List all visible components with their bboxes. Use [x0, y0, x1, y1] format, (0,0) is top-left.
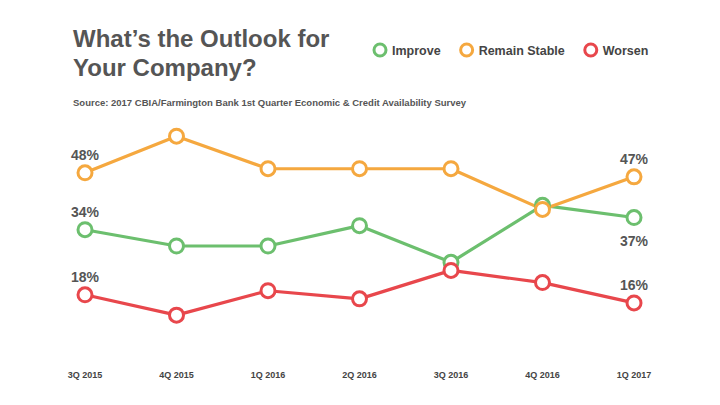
- point-marker: [261, 239, 275, 253]
- legend-marker: [374, 44, 386, 56]
- legend-label: Improve: [392, 44, 441, 58]
- point-marker: [536, 276, 550, 290]
- title: What’s the Outlook forYour Company?: [73, 25, 329, 81]
- series-line: [85, 270, 634, 315]
- point-marker: [353, 292, 367, 306]
- legend: Improve Remain Stable Worsen: [374, 44, 648, 58]
- title-line: Your Company?: [73, 54, 257, 81]
- point-marker: [170, 129, 184, 143]
- subtitle: Source: 2017 CBIA/Farmington Bank 1st Qu…: [73, 97, 467, 108]
- point-marker: [261, 162, 275, 176]
- data-label: 34%: [71, 204, 100, 220]
- data-label: 18%: [71, 269, 100, 285]
- point-marker: [536, 202, 550, 216]
- x-tick-label: 1Q 2017: [617, 370, 652, 380]
- series-line: [85, 205, 634, 262]
- point-marker: [627, 296, 641, 310]
- point-marker: [353, 162, 367, 176]
- legend-marker: [585, 44, 597, 56]
- point-marker: [78, 223, 92, 237]
- plot-area: [78, 129, 641, 322]
- point-marker: [170, 308, 184, 322]
- legend-label: Remain Stable: [479, 44, 565, 58]
- point-marker: [261, 284, 275, 298]
- title-line: What’s the Outlook for: [73, 25, 329, 52]
- x-tick-label: 2Q 2016: [342, 370, 377, 380]
- lines: [85, 136, 634, 315]
- point-marker: [78, 288, 92, 302]
- background: [0, 0, 720, 405]
- x-tick-label: 4Q 2016: [525, 370, 560, 380]
- point-marker: [444, 162, 458, 176]
- point-marker: [170, 239, 184, 253]
- point-marker: [627, 211, 641, 225]
- x-tick-label: 4Q 2015: [159, 370, 194, 380]
- series-line: [85, 136, 634, 209]
- data-labels: 34% 37% 48% 47% 18% 16%: [71, 147, 649, 293]
- data-label: 37%: [620, 233, 649, 249]
- point-marker: [444, 263, 458, 277]
- x-tick-label: 3Q 2016: [434, 370, 469, 380]
- data-label: 16%: [620, 277, 649, 293]
- data-label: 47%: [620, 151, 649, 167]
- point-marker: [353, 219, 367, 233]
- point-marker: [78, 166, 92, 180]
- legend-label: Worsen: [603, 44, 649, 58]
- point-marker: [627, 170, 641, 184]
- markers: [78, 129, 641, 322]
- x-axis: 3Q 2015 4Q 2015 1Q 2016 2Q 2016 3Q 2016 4Q 20…: [68, 370, 652, 380]
- chart: What’s the Outlook forYour Company? Sourc…: [0, 0, 720, 405]
- legend-marker: [461, 44, 473, 56]
- data-label: 48%: [71, 147, 100, 163]
- x-tick-label: 1Q 2016: [251, 370, 286, 380]
- x-tick-label: 3Q 2015: [68, 370, 103, 380]
